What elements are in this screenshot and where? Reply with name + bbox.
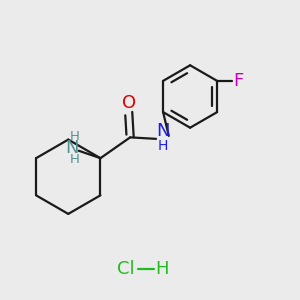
Text: H: H [155, 260, 169, 278]
Text: H: H [70, 130, 80, 143]
Text: H: H [70, 153, 80, 166]
Text: H: H [158, 139, 168, 153]
Text: N: N [156, 122, 169, 140]
Text: N: N [65, 139, 79, 157]
Text: Cl: Cl [117, 260, 135, 278]
Text: O: O [122, 94, 136, 112]
Text: F: F [233, 72, 243, 90]
